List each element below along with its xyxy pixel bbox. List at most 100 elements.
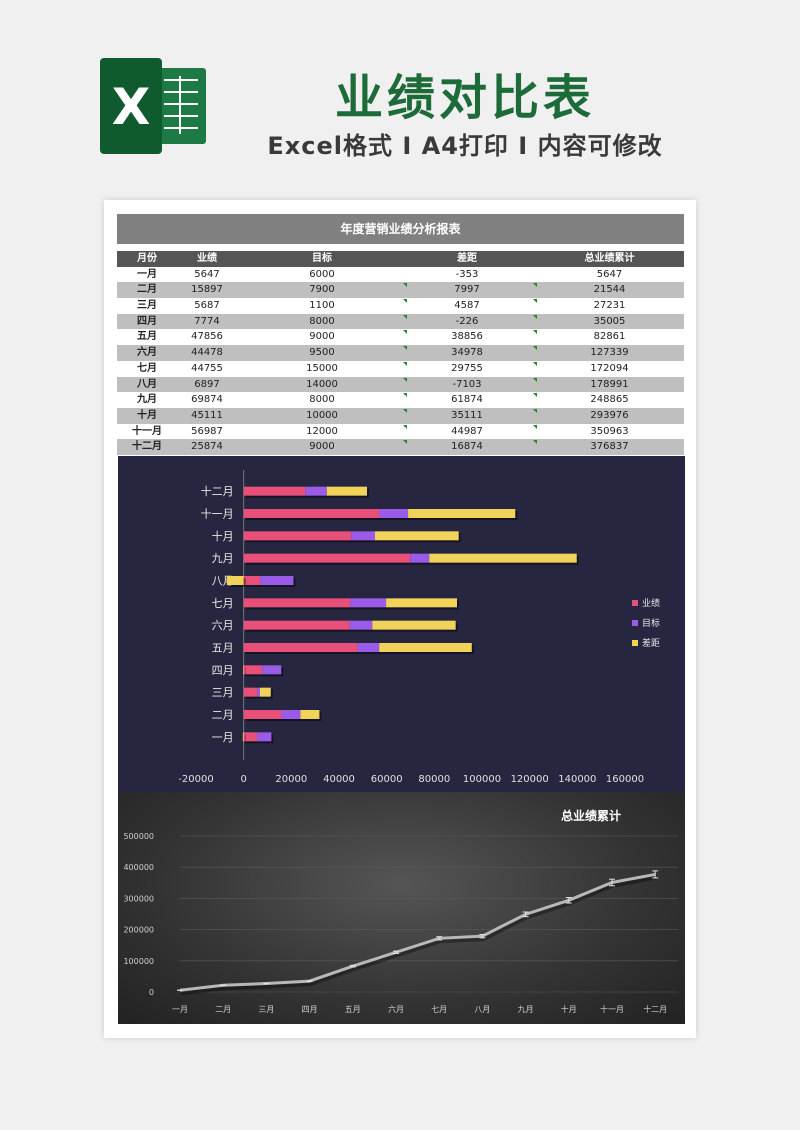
- table-cell[interactable]: 八月: [137, 378, 157, 390]
- x-tick-label: 十月: [561, 1004, 577, 1014]
- table-cell[interactable]: -353: [455, 268, 479, 280]
- excel-logo-icon: X: [100, 58, 206, 154]
- table-cell[interactable]: 6897: [194, 378, 220, 390]
- table-cell[interactable]: 十二月: [132, 441, 162, 453]
- legend-label: 目标: [642, 617, 660, 629]
- table-cell[interactable]: 五月: [137, 331, 157, 343]
- table-cell[interactable]: 25874: [191, 441, 223, 453]
- line-chart-svg: 总业绩累计 0 100000 200000 300000 400000 500000 一月 二月…: [123, 808, 678, 1014]
- table-cell[interactable]: 三月: [137, 300, 157, 312]
- bar-segment: [243, 665, 244, 675]
- bar-segment: [243, 620, 350, 630]
- table-cell[interactable]: 7997: [454, 284, 480, 296]
- table-cell[interactable]: 7900: [309, 284, 335, 296]
- table-cell[interactable]: 1100: [309, 300, 335, 312]
- legend-swatch: [632, 620, 638, 626]
- bar-segment: [281, 710, 301, 719]
- table-cell[interactable]: 27231: [593, 300, 626, 312]
- table-cell[interactable]: 248865: [590, 394, 629, 406]
- table-cell[interactable]: 4587: [454, 300, 480, 312]
- y-tick-label: 100000: [123, 957, 154, 966]
- x-tick-label: 40000: [323, 774, 355, 785]
- series-line-shadow: [180, 875, 657, 996]
- table-cell[interactable]: 12000: [306, 425, 338, 437]
- table-cell[interactable]: 56987: [191, 425, 223, 437]
- table-cell[interactable]: 293976: [590, 409, 629, 421]
- cell-indicator: [533, 314, 537, 319]
- x-tick-label: -20000: [178, 774, 213, 785]
- table-cell[interactable]: 8000: [309, 315, 335, 327]
- table-cell[interactable]: 六月: [137, 347, 157, 359]
- table-cell[interactable]: 5647: [596, 268, 623, 280]
- table-cell[interactable]: 5687: [194, 300, 220, 312]
- bar-shadow: [245, 667, 246, 677]
- table-cell[interactable]: 44478: [191, 347, 223, 359]
- table-cell[interactable]: 9000: [309, 441, 335, 453]
- table-cell[interactable]: -7103: [452, 378, 482, 390]
- table-cell[interactable]: 21544: [593, 284, 626, 296]
- table-cell[interactable]: 44755: [191, 362, 223, 374]
- table-cell[interactable]: 350963: [590, 425, 629, 437]
- table-cell[interactable]: 四月: [137, 315, 157, 327]
- cell-indicator: [533, 361, 537, 366]
- table-cell[interactable]: 29755: [451, 362, 483, 374]
- bar-segment: [262, 665, 282, 675]
- table-cell[interactable]: 44987: [451, 425, 483, 437]
- table-cell[interactable]: 14000: [306, 378, 338, 390]
- table-cell[interactable]: 十月: [137, 409, 157, 421]
- category-label: 六月: [212, 619, 234, 632]
- cell-indicator: [533, 330, 537, 335]
- table-cell[interactable]: -226: [455, 315, 479, 327]
- table-cell[interactable]: 8000: [309, 394, 335, 406]
- table-cell[interactable]: 一月: [137, 268, 157, 280]
- table-cell[interactable]: 35005: [593, 315, 626, 327]
- table-cell[interactable]: 82861: [593, 331, 626, 343]
- table-cell[interactable]: 15000: [306, 362, 338, 374]
- table-cell[interactable]: 6000: [309, 268, 335, 280]
- table-cell[interactable]: 5647: [194, 268, 220, 280]
- y-tick-label: 300000: [123, 894, 154, 903]
- table-cell[interactable]: 10000: [306, 409, 338, 421]
- category-label: 五月: [212, 642, 234, 655]
- x-tick-label: 一月: [172, 1005, 188, 1014]
- category-label: 十一月: [201, 507, 234, 521]
- category-label: 四月: [212, 664, 234, 677]
- table-cell[interactable]: 7774: [194, 315, 220, 327]
- x-tick-label: 六月: [388, 1004, 404, 1014]
- table-cell[interactable]: 15897: [191, 284, 223, 296]
- table-cell[interactable]: 9000: [309, 331, 335, 343]
- bar-segment: [408, 509, 516, 518]
- table-cell[interactable]: 38856: [451, 331, 483, 343]
- table-cell[interactable]: 十一月: [132, 425, 162, 437]
- table-cell[interactable]: 九月: [137, 394, 157, 406]
- table-cell[interactable]: 34978: [451, 347, 483, 359]
- table-cell[interactable]: 二月: [137, 284, 157, 296]
- table-cell[interactable]: 172094: [590, 362, 629, 374]
- table-row: 十二月 25874 9000 16874 376837: [117, 439, 684, 455]
- table-cell[interactable]: 127339: [590, 347, 629, 359]
- table-cell[interactable]: 376837: [590, 441, 629, 453]
- bar-segment: [305, 486, 327, 496]
- table-cell[interactable]: 69874: [191, 394, 223, 406]
- table-cell[interactable]: 45111: [191, 409, 223, 421]
- table-row: 九月 69874 8000 61874 248865: [117, 392, 684, 408]
- bar-segment: [242, 732, 244, 742]
- bar-segment: [243, 598, 351, 608]
- cell-indicator: [533, 299, 537, 304]
- table-row: 十月 45111 10000 35111 293976: [117, 407, 684, 424]
- table-cell[interactable]: 178991: [590, 378, 629, 390]
- table-cell[interactable]: 35111: [451, 409, 483, 421]
- table-cell[interactable]: 9500: [309, 347, 335, 359]
- bar-segment: [259, 687, 271, 697]
- error-bar: [609, 878, 615, 887]
- table-cell[interactable]: 七月: [137, 362, 157, 374]
- table-header-row: 月份 业绩 目标 差距 总业绩累计: [117, 251, 684, 267]
- bar-segment: [379, 509, 409, 518]
- table-cell[interactable]: 16874: [451, 441, 483, 453]
- table-cell[interactable]: 61874: [451, 394, 483, 406]
- cell-indicator: [533, 346, 537, 351]
- bar-segment: [243, 710, 282, 719]
- bar-segment: [350, 598, 387, 608]
- table-cell[interactable]: 47856: [191, 331, 223, 343]
